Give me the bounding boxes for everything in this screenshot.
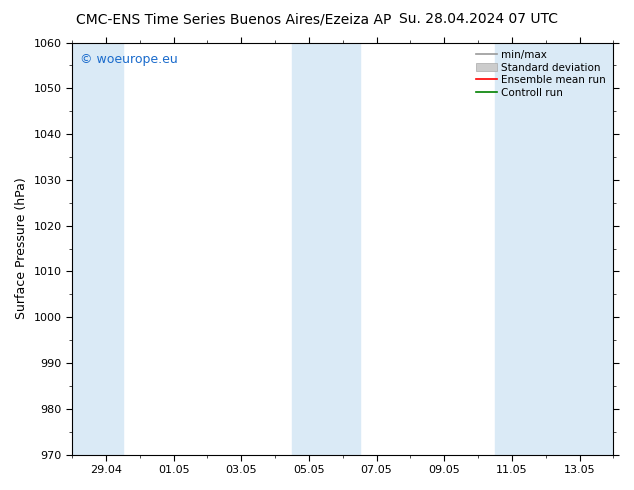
Bar: [292, 43, 359, 455]
Text: Su. 28.04.2024 07 UTC: Su. 28.04.2024 07 UTC: [399, 12, 558, 26]
Bar: [495, 43, 614, 455]
Legend: min/max, Standard deviation, Ensemble mean run, Controll run: min/max, Standard deviation, Ensemble me…: [474, 48, 608, 100]
Text: © woeurope.eu: © woeurope.eu: [81, 53, 178, 66]
Text: CMC-ENS Time Series Buenos Aires/Ezeiza AP: CMC-ENS Time Series Buenos Aires/Ezeiza …: [76, 12, 391, 26]
Y-axis label: Surface Pressure (hPa): Surface Pressure (hPa): [15, 178, 28, 319]
Bar: [72, 43, 123, 455]
